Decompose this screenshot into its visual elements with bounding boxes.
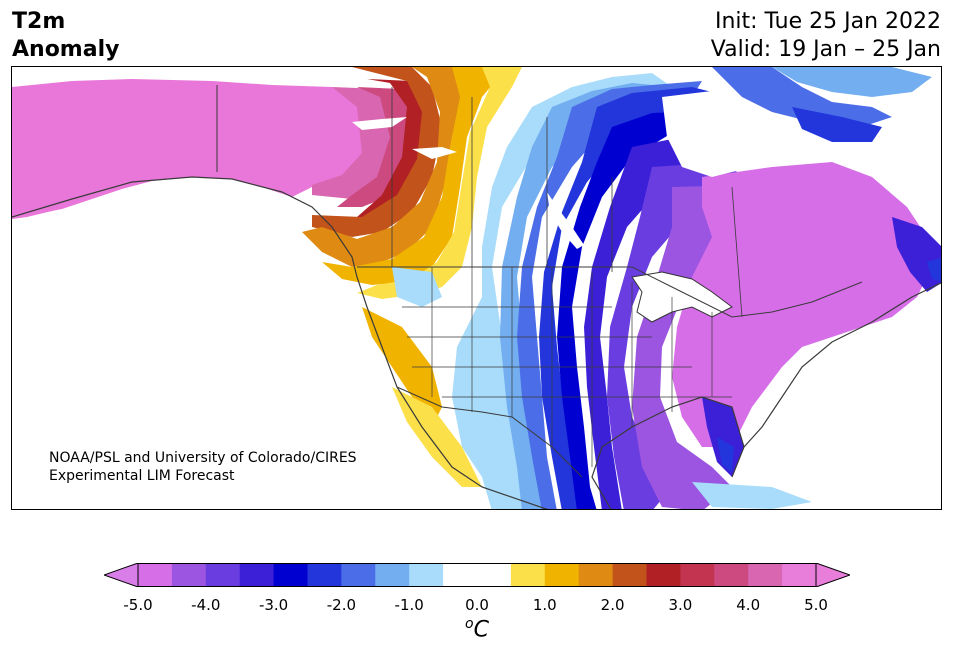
colorbar-segment — [782, 563, 817, 587]
colorbar-ticks: -5.0 -4.0 -3.0 -2.0 -1.0 0.0 1.0 2.0 3.0 4.0 5.0 — [0, 596, 953, 616]
warm-band-brown — [312, 67, 442, 237]
map-title: T2m Anomaly — [12, 8, 119, 64]
forecast-credit: NOAA/PSL and University of Colorado/CIRE… — [49, 449, 357, 485]
colorbar-tick-label: 0.0 — [465, 596, 489, 614]
anomaly-map-canvas — [12, 67, 941, 509]
credit-product: Experimental LIM Forecast — [49, 468, 235, 484]
unit-degree: o — [465, 616, 474, 632]
cold-band-deep — [557, 111, 702, 509]
unit-celsius: C — [473, 617, 489, 643]
colorbar-tick-label: 5.0 — [804, 596, 828, 614]
alaska-warm-region — [12, 79, 372, 217]
colorbar-segment — [239, 563, 275, 587]
great-slave-lake — [352, 117, 407, 130]
colorbar-segment — [307, 563, 342, 587]
credit-organization: NOAA/PSL and University of Colorado/CIRE… — [49, 450, 357, 466]
colorbar-max-extend — [815, 563, 850, 587]
arctic-light-islands — [772, 67, 932, 97]
cold-band-royal — [539, 87, 732, 509]
warm-band-red — [357, 79, 430, 217]
colorbar-segment — [680, 563, 715, 587]
caribbean-lightblue — [692, 482, 812, 509]
colorbar-segment — [510, 563, 546, 587]
cold-band-indigo — [584, 137, 732, 509]
colorbar-segment — [443, 563, 478, 587]
colorbar-segment — [138, 563, 173, 587]
colorbar-segment — [171, 563, 207, 587]
valid-range: Valid: 19 Jan – 25 Jan — [710, 37, 941, 62]
great-bear-lake — [412, 147, 457, 159]
colorbar-tick-label: -5.0 — [123, 596, 153, 614]
newfoundland-cold — [927, 257, 941, 282]
southwest-gold — [362, 307, 442, 427]
forecast-dates: Init: Tue 25 Jan 2022 Valid: 19 Jan – 25… — [711, 8, 941, 64]
colorbar-segment — [273, 563, 308, 587]
arctic-blue-islands — [712, 67, 892, 127]
colorbar-segment — [612, 563, 647, 587]
colorbar-segment — [748, 563, 783, 587]
colorbar-segment — [646, 563, 681, 587]
colorbar-segment — [409, 563, 444, 587]
colorbar-tick-label: 4.0 — [736, 596, 761, 614]
hudson-bay — [662, 91, 772, 177]
colorbar-segment — [205, 563, 241, 587]
title-line-anomaly: Anomaly — [12, 37, 120, 62]
us-mexico-border — [396, 386, 583, 478]
colorbar-tick-label: -2.0 — [326, 596, 357, 614]
warm-band-gold — [322, 67, 507, 285]
colorbar-min-extend — [104, 563, 139, 587]
colorbar-tick-label: -4.0 — [191, 596, 221, 614]
colorbar-segment — [714, 563, 749, 587]
cold-band-cornflower — [517, 81, 702, 509]
colorbar-tick-label: 1.0 — [532, 596, 557, 614]
colorbar-unit: oC — [465, 616, 489, 642]
colorbar-segment — [375, 563, 410, 587]
colorbar-tick-label: -1.0 — [394, 596, 424, 614]
colorbar-segment — [578, 563, 614, 587]
cold-band-purple — [632, 185, 792, 509]
colorbar — [104, 563, 850, 587]
us-canada-border — [357, 266, 863, 318]
anomaly-map — [11, 66, 942, 510]
colorbar-segment — [477, 563, 512, 587]
labrador-cold — [892, 217, 941, 292]
init-date: Init: Tue 25 Jan 2022 — [714, 9, 941, 34]
state-lines — [402, 267, 732, 467]
lake-winnipeg — [547, 192, 584, 249]
great-lakes — [631, 271, 733, 323]
title-line-variable: T2m — [12, 9, 66, 34]
colorbar-segment — [341, 563, 376, 587]
warm-band-orange — [302, 67, 472, 267]
colorbar-tick-label: 3.0 — [668, 596, 693, 614]
colorbar-tick-label: 2.0 — [600, 596, 625, 614]
colorbar-tick-label: -3.0 — [258, 596, 289, 614]
warm-band-yellow — [357, 67, 522, 299]
cold-band-sky — [500, 83, 672, 509]
cold-band-violet — [607, 163, 752, 509]
florida-cold — [702, 397, 744, 477]
baja-yellow — [392, 387, 482, 487]
florida-tip — [717, 437, 734, 472]
colorbar-outline — [137, 563, 817, 587]
baffin-blue — [792, 107, 882, 142]
colorbar-segment — [544, 563, 580, 587]
great-basin-lightblue — [392, 267, 442, 307]
province-lines — [391, 87, 743, 318]
